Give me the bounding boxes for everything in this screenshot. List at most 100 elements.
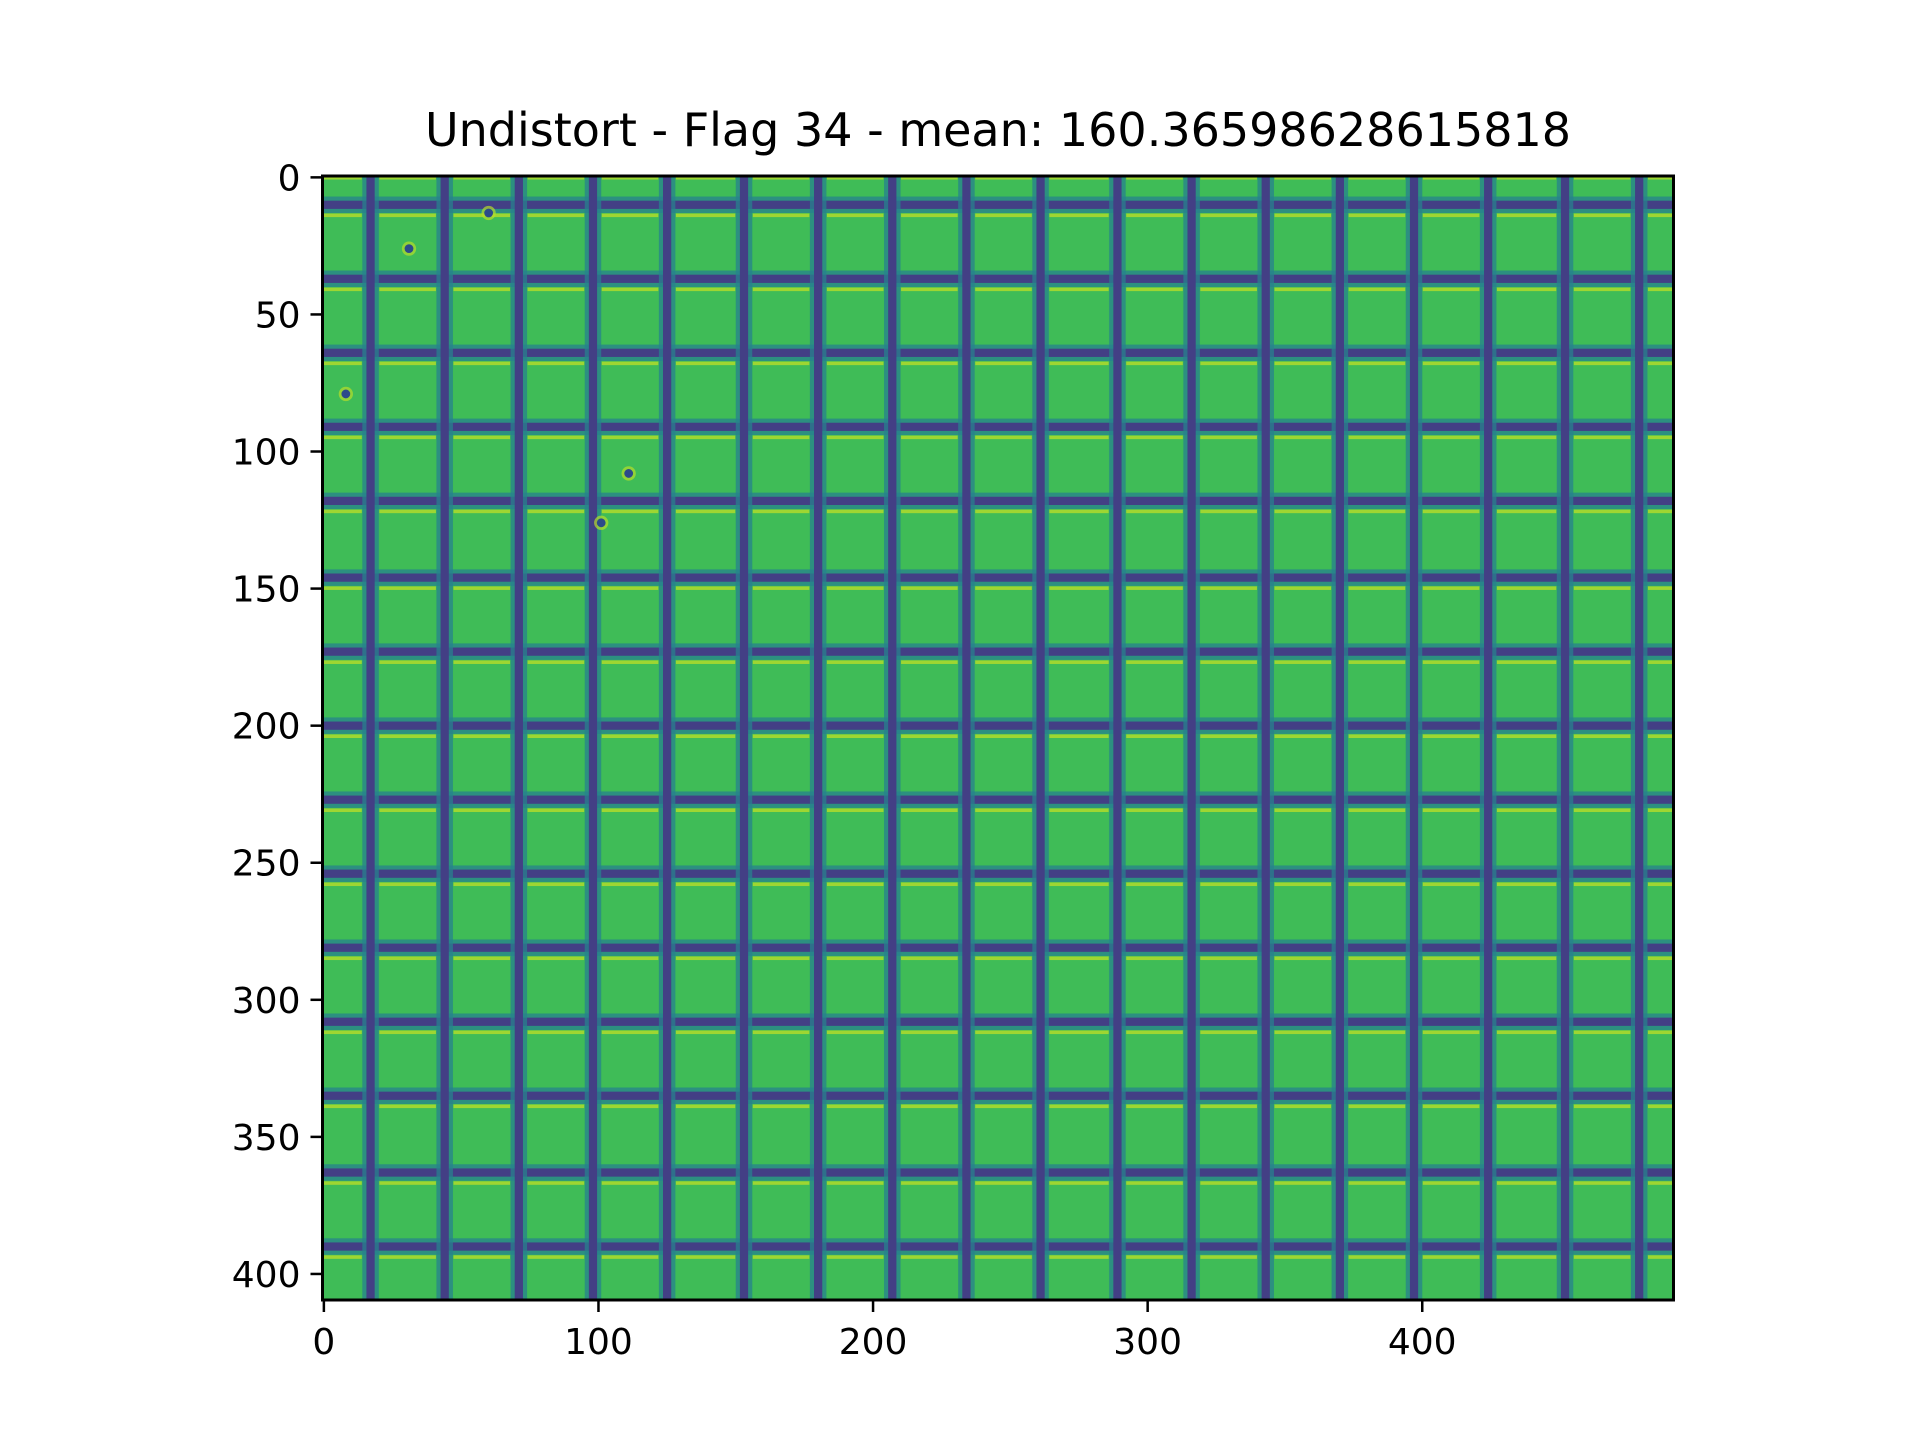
cell-highlight [322, 808, 362, 813]
cell-body [1274, 1108, 1332, 1164]
cell-body [379, 886, 436, 939]
cell-body [1274, 886, 1332, 939]
cell-body [901, 886, 958, 939]
cell-body [1348, 291, 1406, 345]
cell-body [601, 439, 659, 493]
cell-body [1348, 738, 1406, 791]
cell-body [826, 589, 884, 643]
cell-highlight [453, 660, 511, 664]
cell-highlight [379, 361, 436, 366]
cell-body [322, 1258, 362, 1300]
cell-highlight [1573, 660, 1631, 664]
cell-body [675, 886, 736, 939]
cell-highlight [1274, 213, 1332, 218]
cell-highlight [1348, 808, 1406, 813]
cell-body [1647, 1184, 1674, 1238]
cell-body [1126, 960, 1183, 1013]
cell-highlight [1274, 435, 1332, 440]
cell-highlight [601, 882, 659, 887]
cell-highlight [1647, 586, 1674, 590]
cell-body [1274, 439, 1332, 493]
cell-highlight [1049, 956, 1109, 961]
y-tick-label: 100 [232, 433, 301, 474]
cell-highlight [975, 1255, 1032, 1259]
cell-body [379, 291, 436, 345]
cell-highlight [752, 287, 810, 292]
cell-highlight [601, 287, 659, 292]
cell-body [826, 663, 884, 717]
cell-body [826, 812, 884, 865]
cell-body [1422, 1258, 1480, 1300]
cell-highlight [1049, 361, 1109, 366]
cell-highlight [1496, 509, 1557, 514]
cell-body [1200, 179, 1257, 197]
vertical-grid-line [588, 176, 598, 1300]
cell-body [1200, 513, 1257, 569]
horizontal-grid-line [322, 573, 1674, 582]
cell-body [379, 1184, 436, 1238]
cell-highlight [1049, 882, 1109, 887]
cell-highlight [1496, 808, 1557, 813]
cell-highlight [826, 660, 884, 664]
cell-body [1126, 1258, 1183, 1300]
cell-body [453, 1184, 511, 1238]
horizontal-grid-line [322, 869, 1674, 878]
cell-body [1496, 886, 1557, 939]
cell-body [1422, 663, 1480, 717]
cell-body [1348, 960, 1406, 1013]
cell-body [901, 960, 958, 1013]
cell-highlight [752, 882, 810, 887]
cell-body [826, 1258, 884, 1300]
cell-highlight [1049, 176, 1109, 180]
cell-highlight [975, 660, 1032, 664]
cell-body [975, 738, 1032, 791]
cell-highlight [379, 1181, 436, 1185]
cell-highlight [322, 660, 362, 664]
vertical-grid-line [1335, 176, 1344, 1300]
cell-highlight [453, 1181, 511, 1185]
cell-body [601, 960, 659, 1013]
cell-body [1496, 365, 1557, 419]
cell-highlight [1573, 1181, 1631, 1185]
vertical-grid-line [514, 176, 523, 1300]
cell-highlight [1422, 882, 1480, 887]
cell-body [1573, 179, 1631, 197]
cell-highlight [826, 435, 884, 440]
cell-highlight [901, 361, 958, 366]
y-tick-label: 200 [232, 707, 301, 748]
cell-body [527, 439, 585, 493]
cell-body [1422, 1108, 1480, 1164]
cell-body [901, 738, 958, 791]
cell-highlight [1049, 435, 1109, 440]
cell-highlight [527, 956, 585, 961]
cell-highlight [601, 586, 659, 590]
cell-highlight [1647, 1104, 1674, 1109]
cell-body [752, 589, 810, 643]
cell-body [826, 960, 884, 1013]
cell-body [675, 217, 736, 271]
cell-body [826, 291, 884, 345]
horizontal-grid-line [322, 721, 1674, 730]
cell-body [1422, 513, 1480, 569]
cell-body [1496, 1184, 1557, 1238]
cell-body [322, 589, 362, 643]
cell-highlight [1496, 287, 1557, 292]
cell-body [826, 1184, 884, 1238]
cell-body [453, 886, 511, 939]
cell-highlight [527, 361, 585, 366]
cell-highlight [752, 1181, 810, 1185]
cell-body [601, 1258, 659, 1300]
cell-body [1496, 179, 1557, 197]
cell-highlight [1049, 808, 1109, 813]
cell-highlight [1200, 1255, 1257, 1259]
cell-highlight [1422, 660, 1480, 664]
cell-highlight [1573, 361, 1631, 366]
cell-highlight [826, 882, 884, 887]
cell-body [1348, 589, 1406, 643]
cell-body [826, 1034, 884, 1087]
cell-highlight [453, 509, 511, 514]
cell-highlight [752, 435, 810, 440]
cell-highlight [1200, 808, 1257, 813]
cell-body [1200, 291, 1257, 345]
